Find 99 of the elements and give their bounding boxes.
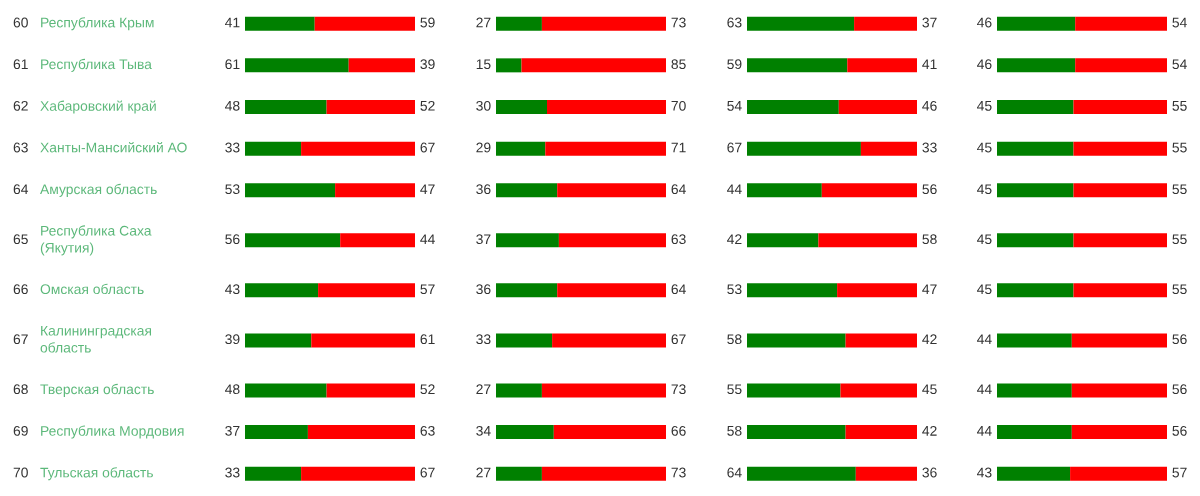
y-tick-label: 65 Республика Саха (Якутия) — [13, 225, 152, 256]
data-label: 66 — [671, 425, 686, 436]
data-label: 45 — [977, 101, 992, 111]
data-label: 58 — [727, 334, 742, 345]
data-label: 33 — [225, 467, 240, 478]
data-label: 45 — [922, 384, 937, 395]
data-label: 54 — [1172, 59, 1187, 70]
data-label: 59 — [420, 17, 435, 28]
data-label: 44 — [977, 426, 992, 436]
y-tick-label: 61 Республика Тыва — [13, 58, 152, 72]
data-label: 55 — [727, 384, 742, 395]
data-label: 44 — [977, 334, 992, 344]
data-label: 57 — [1172, 467, 1187, 478]
data-label: 27 — [476, 17, 491, 28]
y-tick-label: 62 Хабаровский край — [13, 100, 156, 114]
data-label: 70 — [671, 100, 686, 111]
data-label: 54 — [727, 101, 742, 111]
data-label: 64 — [671, 284, 686, 295]
y-tick-label: 68 Тверская область — [13, 383, 154, 397]
data-label: 44 — [977, 384, 992, 394]
data-label: 46 — [922, 100, 937, 111]
data-label: 42 — [922, 334, 937, 344]
data-label: 55 — [1172, 234, 1187, 245]
data-label: 45 — [977, 184, 992, 195]
data-label: 42 — [727, 234, 742, 244]
data-label: 53 — [727, 284, 742, 295]
data-label: 37 — [476, 234, 491, 245]
data-label: 30 — [476, 100, 491, 111]
data-label: 29 — [476, 142, 491, 153]
data-label: 44 — [420, 234, 435, 244]
data-label: 67 — [727, 142, 742, 153]
data-label: 37 — [225, 425, 240, 436]
data-label: 73 — [671, 467, 686, 478]
y-tick-label: 69 Республика Мордовия — [13, 425, 184, 439]
data-label: 67 — [671, 334, 686, 345]
data-label: 45 — [977, 234, 992, 245]
data-label: 46 — [977, 59, 992, 70]
data-label: 55 — [1172, 101, 1187, 111]
data-label: 57 — [420, 284, 435, 295]
y-tick-label: 60 Республика Крым — [13, 17, 154, 31]
data-label: 61 — [420, 334, 435, 345]
data-label: 36 — [476, 184, 491, 195]
data-label: 71 — [671, 142, 686, 153]
data-label: 41 — [922, 59, 937, 69]
data-label: 63 — [671, 234, 686, 245]
data-label: 56 — [1172, 384, 1187, 395]
data-label: 43 — [225, 284, 240, 295]
data-label: 46 — [977, 17, 992, 28]
y-tick-label: 63 Ханты-Мансийский АО — [13, 141, 187, 153]
data-label: 54 — [1172, 17, 1187, 28]
data-label: 48 — [225, 384, 240, 395]
data-label: 27 — [476, 467, 491, 478]
data-label: 59 — [727, 59, 742, 70]
data-label: 64 — [671, 184, 686, 195]
data-label: 58 — [727, 425, 742, 436]
data-label: 27 — [476, 384, 491, 394]
data-label: 42 — [922, 425, 937, 436]
data-label: 37 — [922, 17, 937, 28]
data-label: 63 — [420, 425, 435, 436]
data-label: 55 — [1172, 284, 1187, 295]
data-label: 33 — [476, 334, 491, 345]
data-label: 63 — [727, 17, 742, 28]
data-label: 39 — [420, 59, 435, 70]
data-label: 56 — [1172, 334, 1187, 345]
data-label: 67 — [420, 142, 435, 153]
data-label: 45 — [977, 142, 992, 153]
data-label: 73 — [671, 17, 686, 28]
data-label: 39 — [225, 334, 240, 345]
data-label: 52 — [420, 384, 435, 395]
data-label: 67 — [420, 467, 435, 478]
data-label: 55 — [1172, 184, 1187, 195]
y-tick-label: 67 Калининградская область — [13, 325, 152, 353]
data-label: 36 — [922, 467, 937, 478]
y-tick-label: 64 Амурская область — [13, 183, 157, 197]
data-label: 41 — [225, 17, 240, 28]
data-label: 61 — [225, 59, 240, 70]
data-label: 43 — [977, 467, 992, 478]
data-label: 48 — [225, 100, 240, 111]
data-label: 52 — [420, 100, 435, 111]
data-label: 47 — [420, 184, 435, 194]
y-tick-label: 66 Омская область — [13, 283, 144, 295]
data-label: 33 — [225, 142, 240, 153]
data-label: 56 — [225, 234, 240, 245]
data-label: 44 — [727, 184, 742, 194]
data-label: 56 — [922, 184, 937, 195]
data-label: 34 — [476, 425, 491, 436]
data-label: 47 — [922, 284, 937, 294]
data-label: 53 — [225, 184, 240, 195]
data-label: 73 — [671, 384, 686, 395]
data-label: 64 — [727, 467, 742, 478]
data-label: 58 — [922, 234, 937, 245]
data-label: 33 — [922, 142, 937, 153]
data-label: 15 — [476, 59, 491, 70]
data-label: 85 — [671, 59, 686, 70]
y-tick-label: 70 Тульская область — [13, 467, 153, 481]
data-label: 45 — [977, 284, 992, 295]
data-label: 36 — [476, 284, 491, 295]
data-label: 56 — [1172, 425, 1187, 436]
data-label: 55 — [1172, 142, 1187, 153]
